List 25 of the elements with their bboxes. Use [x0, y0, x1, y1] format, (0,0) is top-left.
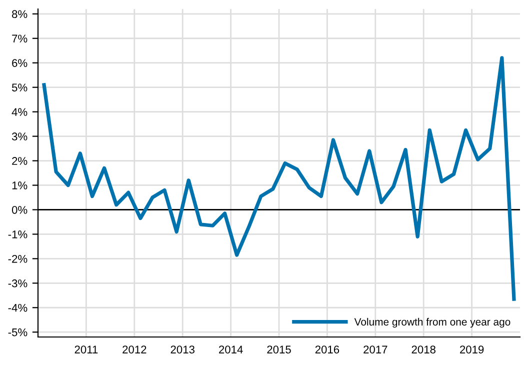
y-tick-label: -5%: [8, 328, 28, 336]
x-tick-label: 2013: [170, 346, 194, 354]
x-tick-label: 2019: [460, 346, 484, 354]
y-tick-label: -4%: [8, 304, 28, 312]
x-tick-label: 2018: [412, 346, 436, 354]
y-tick-label: 5%: [12, 84, 28, 92]
x-tick-label: 2015: [267, 346, 291, 354]
y-tick-label: 8%: [12, 10, 28, 18]
y-tick-label: 0%: [12, 206, 28, 214]
y-tick-label: 2%: [12, 157, 28, 165]
x-tick-label: 2016: [315, 346, 340, 354]
y-tick-label: -1%: [8, 230, 28, 238]
x-tick-label: 2014: [219, 346, 243, 354]
y-tick-label: 6%: [12, 59, 28, 67]
x-tick-label: 2011: [74, 346, 98, 354]
y-tick-label: -2%: [8, 254, 28, 263]
y-tick-label: -3%: [8, 279, 28, 288]
series-label: Volume growth from one year ago: [354, 318, 510, 328]
y-tick-label: 7%: [12, 34, 28, 42]
x-tick-label: 2012: [122, 346, 146, 354]
y-tick-label: 1%: [12, 182, 28, 190]
y-tick-label: 4%: [12, 108, 28, 116]
x-tick-label: 2017: [364, 346, 388, 354]
line-series: [42, 56, 516, 301]
y-tick-label: 3%: [12, 132, 28, 140]
